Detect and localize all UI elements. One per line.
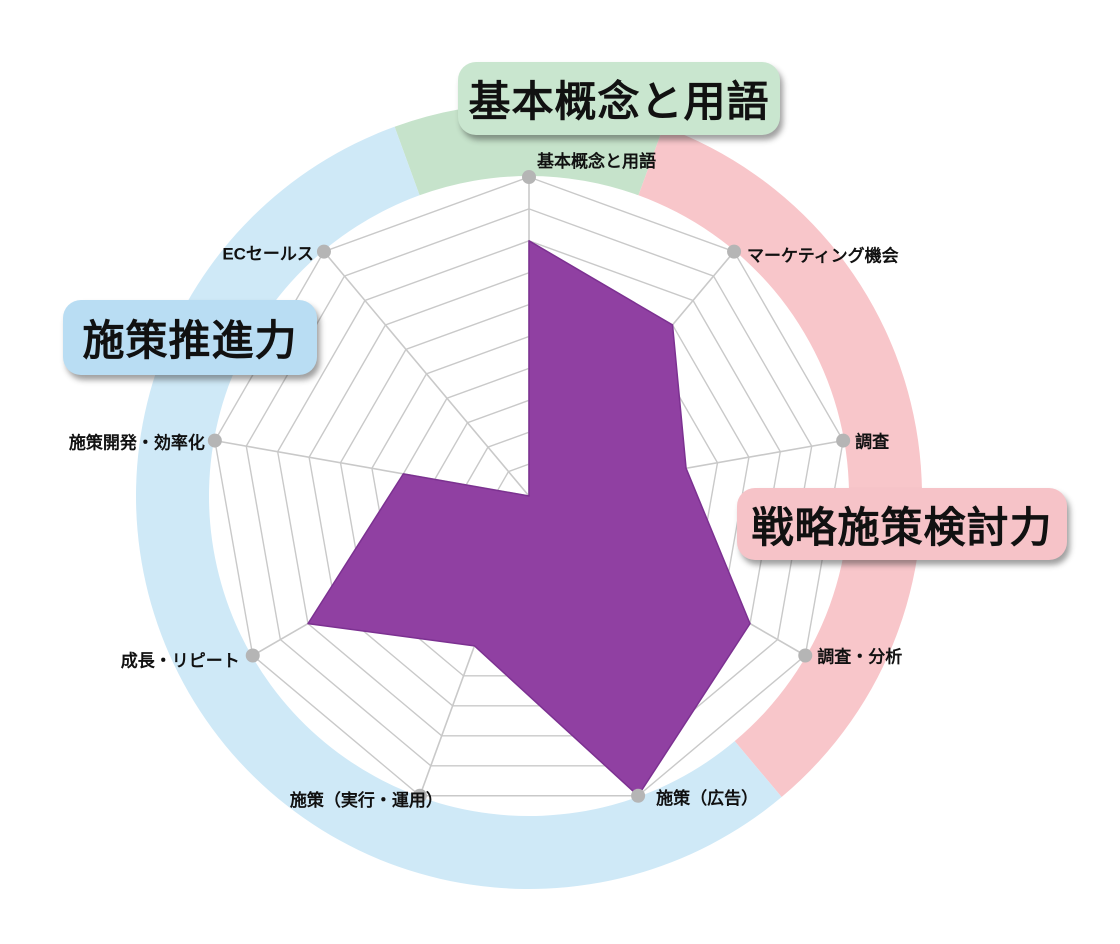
axis-label: 成長・リピート — [121, 651, 240, 671]
grid-ring — [276, 240, 782, 737]
axis-label: 調査・分析 — [817, 647, 902, 667]
section-badge-execution-power: 施策推進力 — [63, 300, 317, 375]
ring-section-1 — [638, 126, 922, 798]
axis-label: 調査 — [855, 432, 890, 452]
section-badge-basic-concepts-label: 基本概念と用語 — [468, 78, 770, 125]
axis-endpoint-dot — [412, 788, 427, 803]
axis-label: マーケティング機会 — [747, 246, 899, 266]
axis-endpoint-dot — [522, 170, 536, 184]
ring-section-2 — [135, 126, 782, 890]
axis-label: 基本概念と用語 — [536, 151, 656, 171]
grid-ring — [308, 271, 750, 707]
section-badge-basic-concepts: 基本概念と用語 — [458, 62, 780, 135]
axis-spoke — [323, 251, 530, 497]
axis-label: 施策開発・効率化 — [69, 433, 205, 453]
section-badge-strategy-power-label: 戦略施策検討力 — [751, 503, 1053, 551]
axis-endpoint-dot — [316, 244, 331, 259]
axis-endpoint-dot — [798, 648, 813, 663]
data-polygon — [307, 240, 751, 797]
axis-label: 施策（広告） — [656, 788, 758, 808]
axis-label: ECセールス — [222, 245, 314, 264]
axis-endpoint-dot — [836, 433, 851, 448]
axis-endpoint-dot — [207, 433, 222, 448]
axis-endpoint-dot — [727, 244, 742, 259]
axis-endpoint-dot — [631, 788, 646, 803]
axis-endpoint-dot — [245, 648, 260, 663]
section-badge-execution-power-label: 施策推進力 — [82, 317, 298, 364]
section-badge-strategy-power: 戦略施策検討力 — [737, 488, 1067, 560]
axis-label: 施策（実行・運用） — [290, 790, 443, 810]
